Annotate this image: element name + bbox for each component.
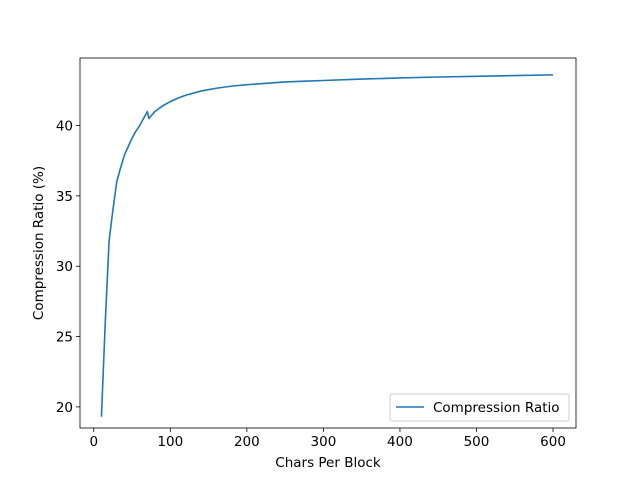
- x-tick-label: 400: [387, 434, 413, 450]
- legend: Compression Ratio: [389, 393, 570, 422]
- series-layer: [100, 74, 554, 417]
- x-tick-label: 100: [157, 434, 183, 450]
- x-tick-label: 200: [234, 434, 260, 450]
- y-tick-label: 35: [56, 189, 73, 205]
- plot-area: [80, 58, 576, 428]
- x-tick-label: 300: [311, 434, 337, 450]
- legend-box: [389, 393, 570, 422]
- y-tick-label: 40: [56, 119, 73, 135]
- y-tick-label: 30: [56, 259, 73, 275]
- y-axis: 20 25 30 35 40: [56, 119, 80, 416]
- x-tick-label: 600: [540, 434, 566, 450]
- x-axis: 0 100 200 300 400 500 600: [89, 428, 566, 450]
- y-tick-label: 25: [56, 330, 73, 346]
- x-axis-label: Chars Per Block: [275, 455, 381, 471]
- plot-frame: [79, 57, 577, 429]
- x-tick-label: 0: [89, 434, 98, 450]
- legend-label: Compression Ratio: [433, 400, 560, 416]
- y-tick-label: 20: [56, 400, 73, 416]
- x-tick-label: 500: [464, 434, 490, 450]
- series-line: [100, 74, 554, 417]
- y-axis-label: Compression Ratio (%): [31, 166, 47, 320]
